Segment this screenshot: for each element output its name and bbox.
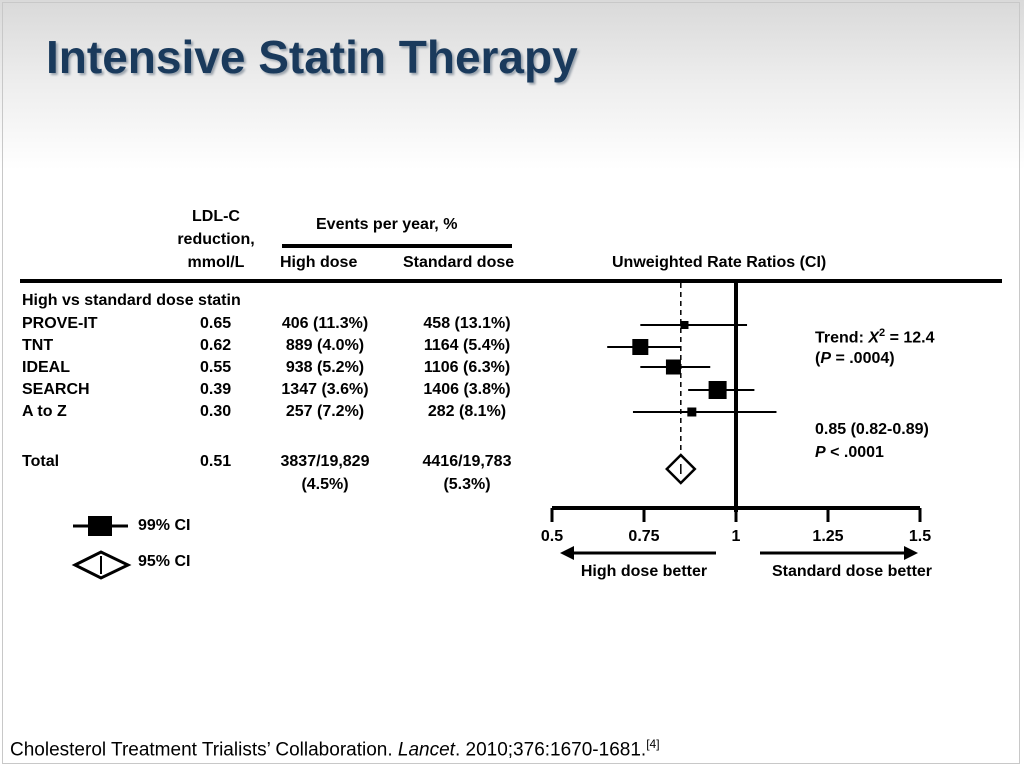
left-arrow-label: High dose better <box>581 563 707 580</box>
trend-prefix: Trend: <box>815 329 869 347</box>
point-estimate-square <box>680 321 689 329</box>
trend-statistic: Trend: X2 = 12.4 <box>815 327 935 347</box>
trend-superscript: 2 <box>879 327 886 339</box>
standard-dose-value: 282 (8.1%) <box>427 403 507 420</box>
ldl-header-line-1: LDL-C <box>192 208 240 225</box>
x-axis-tick-label: 1.5 <box>909 528 931 545</box>
ldl-value: 0.65 <box>200 315 232 332</box>
total-high-dose-count: 3837/19,829 <box>280 453 370 470</box>
total-ldl-value: 0.51 <box>200 453 232 470</box>
ldl-value: 0.39 <box>200 381 232 398</box>
standard-dose-header: Standard dose <box>403 254 515 271</box>
trend-p-number: = .0004) <box>831 350 895 367</box>
trend-p-open: ( <box>815 350 821 367</box>
total-label: Total <box>22 453 60 470</box>
overall-p-number: < .0001 <box>825 444 884 461</box>
high-dose-header: High dose <box>280 254 358 271</box>
legend-square-label: 99% CI <box>138 517 191 534</box>
overall-p-value: P < .0001 <box>815 444 884 462</box>
study-name: PROVE-IT <box>22 315 98 332</box>
study-name: TNT <box>22 337 54 354</box>
legend-square-icon <box>88 516 112 536</box>
right-arrow-label: Standard dose better <box>772 563 932 580</box>
x-axis-tick-label: 0.5 <box>541 528 563 545</box>
slide-title: Intensive Statin Therapy <box>46 31 578 83</box>
group-label: High vs standard dose statin <box>22 292 241 309</box>
high-dose-value: 938 (5.2%) <box>285 359 365 376</box>
trend-p-value: (P = .0004) <box>815 350 895 368</box>
overall-p-letter: P <box>815 444 826 461</box>
total-high-dose-percent: (4.5%) <box>301 476 349 493</box>
header-band <box>0 0 1024 170</box>
ldl-value: 0.30 <box>200 403 232 420</box>
high-dose-value: 889 (4.0%) <box>285 337 365 354</box>
high-dose-value: 257 (7.2%) <box>285 403 365 420</box>
high-dose-value: 406 (11.3%) <box>281 315 369 332</box>
point-estimate-square <box>632 339 649 355</box>
citation-details: . 2010;376:1670-1681. <box>454 739 647 761</box>
total-standard-dose-count: 4416/19,783 <box>422 453 512 470</box>
left-arrowhead-icon <box>560 546 574 560</box>
ldl-value: 0.55 <box>200 359 232 376</box>
x-axis-tick-label: 0.75 <box>628 528 659 545</box>
events-header: Events per year, % <box>316 216 458 233</box>
high-dose-value: 1347 (3.6%) <box>281 381 369 398</box>
header-rule <box>20 279 1002 283</box>
events-header-underline <box>282 244 512 248</box>
citation-journal: Lancet <box>397 739 455 761</box>
x-axis-tick-label: 1.25 <box>812 528 843 545</box>
study-name: A to Z <box>22 403 67 420</box>
standard-dose-value: 1164 (5.4%) <box>423 337 511 354</box>
x-axis-tick-label: 1 <box>732 528 741 545</box>
citation-ref: [4] <box>646 737 660 751</box>
standard-dose-value: 1406 (3.8%) <box>423 381 511 398</box>
ldl-value: 0.62 <box>200 337 232 354</box>
rate-ratio-header: Unweighted Rate Ratios (CI) <box>612 254 827 271</box>
total-standard-dose-percent: (5.3%) <box>443 476 491 493</box>
point-estimate-square <box>665 359 681 375</box>
trend-p-letter: P <box>820 350 831 367</box>
point-estimate-square <box>687 407 697 417</box>
trend-symbol: X <box>868 329 880 347</box>
study-name: IDEAL <box>22 359 70 376</box>
ldl-header-line-2: reduction, <box>177 231 255 248</box>
citation-authors: Cholesterol Treatment Trialists’ Collabo… <box>10 739 398 761</box>
standard-dose-value: 458 (13.1%) <box>423 315 511 332</box>
citation: Cholesterol Treatment Trialists’ Collabo… <box>10 737 660 761</box>
point-estimate-square <box>708 381 727 399</box>
overall-estimate: 0.85 (0.82-0.89) <box>815 421 929 438</box>
study-name: SEARCH <box>22 381 90 398</box>
standard-dose-value: 1106 (6.3%) <box>423 359 511 376</box>
trend-value: = 12.4 <box>885 329 935 347</box>
legend-diamond-label: 95% CI <box>138 553 191 570</box>
legend-symbols <box>71 516 132 580</box>
ldl-header-line-3: mmol/L <box>187 254 245 271</box>
right-arrowhead-icon <box>904 546 918 560</box>
